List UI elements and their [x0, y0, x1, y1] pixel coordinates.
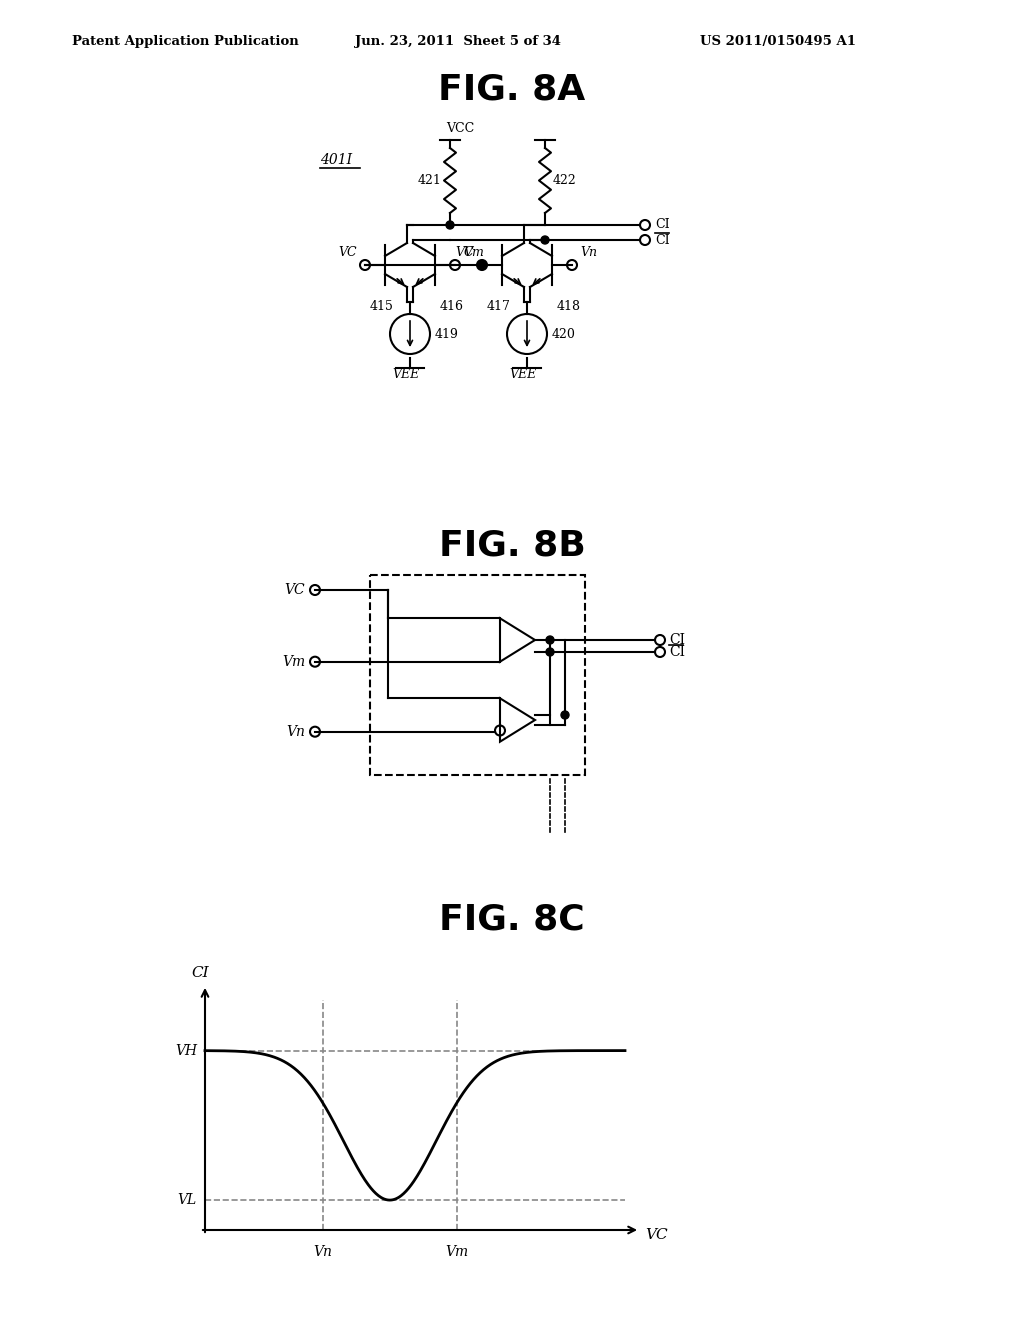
Text: 422: 422 [553, 174, 577, 187]
Circle shape [546, 636, 554, 644]
Text: 416: 416 [440, 300, 464, 313]
Text: Vm: Vm [463, 247, 484, 260]
Bar [370, 576, 585, 775]
Text: VEE: VEE [509, 368, 537, 381]
Text: VL: VL [178, 1193, 197, 1206]
Text: 401I: 401I [319, 153, 352, 168]
Text: Vn: Vn [286, 725, 305, 739]
Text: Jun. 23, 2011  Sheet 5 of 34: Jun. 23, 2011 Sheet 5 of 34 [355, 36, 561, 49]
Text: VC: VC [645, 1228, 668, 1242]
Text: 419: 419 [435, 327, 459, 341]
Text: CI: CI [669, 634, 685, 647]
Text: Vn: Vn [580, 247, 597, 260]
Text: 420: 420 [552, 327, 575, 341]
Text: 421: 421 [418, 174, 442, 187]
Circle shape [446, 220, 454, 228]
Text: US 2011/0150495 A1: US 2011/0150495 A1 [700, 36, 856, 49]
Circle shape [478, 261, 486, 269]
Text: 417: 417 [487, 300, 511, 313]
Text: CI: CI [669, 645, 685, 659]
Text: Vn: Vn [313, 1245, 332, 1259]
Text: CI: CI [191, 966, 209, 979]
Text: Patent Application Publication: Patent Application Publication [72, 36, 299, 49]
Text: Vm: Vm [445, 1245, 469, 1259]
Text: FIG. 8A: FIG. 8A [438, 73, 586, 107]
Text: VCC: VCC [445, 121, 474, 135]
Text: FIG. 8B: FIG. 8B [438, 528, 586, 562]
Text: VH: VH [175, 1044, 197, 1057]
Text: 418: 418 [557, 300, 581, 313]
Text: CI: CI [655, 234, 670, 247]
Text: VC: VC [285, 583, 305, 597]
Text: CI: CI [655, 219, 670, 231]
Text: VEE: VEE [392, 368, 419, 381]
Text: 415: 415 [370, 300, 394, 313]
Text: Vm: Vm [282, 655, 305, 669]
Circle shape [546, 648, 554, 656]
Circle shape [561, 711, 569, 719]
Circle shape [541, 236, 549, 244]
Text: VC: VC [456, 247, 474, 260]
Text: VC: VC [338, 247, 357, 260]
Text: FIG. 8C: FIG. 8C [439, 903, 585, 937]
